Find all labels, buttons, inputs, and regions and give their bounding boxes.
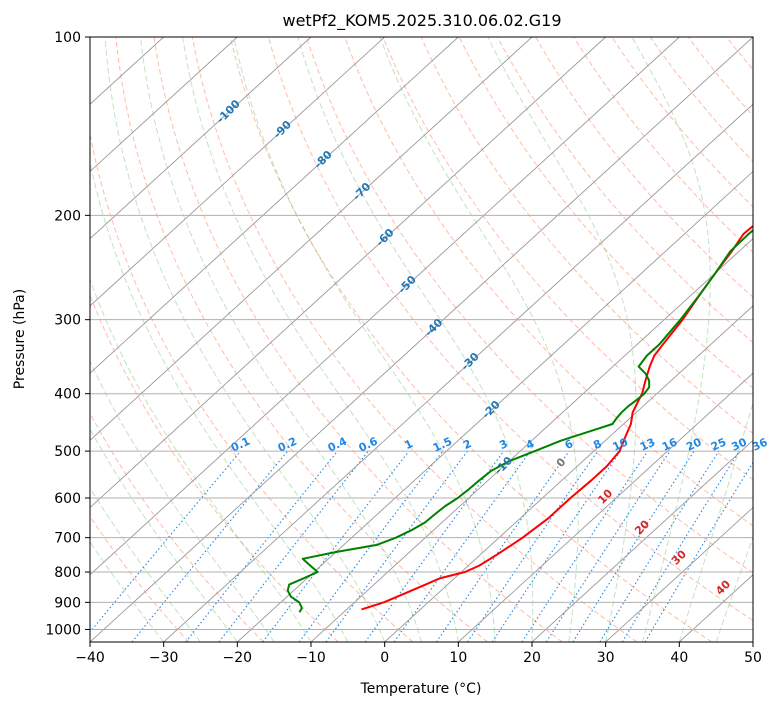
- mixing-ratio-line: [467, 450, 599, 642]
- isotherm-line: [90, 37, 312, 240]
- y-tick-label: 500: [54, 444, 81, 460]
- mixing-ratio-labels: 0.1 0.2 0.4 0.6 1 1.5 2 3 4 6 8 10 13 16 20 25 30 36: [229, 434, 770, 454]
- dry-adiabat-line: [115, 37, 488, 642]
- dewpoint-line: [286, 229, 753, 613]
- moist-adiabat-line: [233, 37, 496, 642]
- isotherm-line: [90, 37, 385, 307]
- x-tick-label: 0: [380, 650, 389, 666]
- mixing-ratio-line: [621, 450, 740, 642]
- moist-adiabat-line: [104, 37, 386, 642]
- isotherm-line: [237, 170, 753, 642]
- dry-adiabat-line: [535, 37, 753, 298]
- mixing-ratio-line: [131, 450, 289, 642]
- dry-adiabat-line: [420, 37, 753, 435]
- x-tick-label: 40: [670, 650, 688, 666]
- moist-adiabat-line: [140, 37, 422, 642]
- isotherm-line: [90, 37, 238, 173]
- y-tick-label: 400: [54, 387, 81, 403]
- mixing-ratio-line: [364, 450, 505, 642]
- isotherm-line: [310, 238, 753, 642]
- x-tick-label: 10: [449, 650, 467, 666]
- mixing-ratio-line: [572, 450, 695, 642]
- dry-adiabat-line: [496, 37, 753, 344]
- isotherm-line: [90, 37, 533, 441]
- mixing-ratio-line: [90, 450, 242, 633]
- isotherm-line: [163, 103, 753, 642]
- mixing-ratio-label: 30: [729, 435, 749, 453]
- mixing-ratio-line: [298, 450, 444, 642]
- y-tick-label: 200: [54, 208, 81, 224]
- moist-adiabat-line: [90, 160, 349, 642]
- dry-adiabat-line: [191, 37, 638, 642]
- mixing-ratio-label: 10: [611, 435, 631, 453]
- mixing-ratio-label: 16: [660, 435, 680, 453]
- moist-adiabat-line: [90, 360, 275, 642]
- y-tick-label: 900: [54, 595, 81, 611]
- isotherm-line: [90, 37, 606, 509]
- isotherm-line: [605, 506, 753, 642]
- moist-adiabat-line: [182, 37, 459, 642]
- y-tick-label: 600: [54, 491, 81, 507]
- y-tick-label: 100: [54, 30, 81, 46]
- y-tick-label: 800: [54, 565, 81, 581]
- mixing-ratio-line: [545, 450, 671, 642]
- axes: −40 −30 −20 −10 0 10 20 30 40 50 100 200 300 400 500 60…: [45, 30, 762, 666]
- temperature-line: [361, 224, 753, 611]
- x-tick-label: 20: [523, 650, 541, 666]
- x-tick-label: 30: [597, 650, 615, 666]
- mixing-ratio-label: 20: [684, 435, 704, 453]
- mixing-ratio-line: [262, 450, 410, 642]
- dry-adiabat-line: [268, 37, 753, 622]
- isotherm-line: [90, 37, 680, 576]
- x-tick-label: −40: [75, 650, 105, 666]
- dry-adiabat-line: [153, 37, 563, 642]
- y-tick-label: 1000: [45, 622, 81, 638]
- mixing-ratio-label: 25: [709, 436, 728, 454]
- isotherm-line: [90, 37, 459, 374]
- chart-title: wetPf2_KOM5.2025.310.06.02.G19: [282, 11, 561, 31]
- mixing-ratio-label: 36: [750, 435, 770, 453]
- mixing-ratio-line: [491, 450, 621, 642]
- isotherm-line: [458, 372, 753, 642]
- isotherm-line: [531, 439, 753, 642]
- x-tick-label: −10: [296, 650, 326, 666]
- isotherm-line: [384, 305, 753, 642]
- dry-adiabat-line: [306, 37, 753, 574]
- isotherm-line: [90, 37, 753, 642]
- mixing-ratio-line: [521, 450, 649, 642]
- mixing-ratio-label: 13: [638, 436, 657, 454]
- background-lines: [90, 37, 753, 642]
- moist-adiabat-line: [678, 401, 753, 642]
- profile-lines: [286, 224, 753, 613]
- moist-adiabat-line: [379, 37, 579, 642]
- mixing-ratio-line: [325, 450, 468, 642]
- moist-adiabat-line: [487, 37, 637, 642]
- x-tick-label: 50: [744, 650, 762, 666]
- y-axis-label: Pressure (hPa): [12, 289, 28, 389]
- y-tick-label: 700: [54, 531, 81, 547]
- mixing-ratio-line: [435, 450, 570, 642]
- y-tick-label: 300: [54, 313, 81, 329]
- plot-frame: [89, 36, 754, 643]
- moist-adiabat-line: [90, 427, 238, 642]
- x-axis-label: Temperature (°C): [360, 681, 482, 697]
- moist-adiabat-line: [297, 37, 534, 642]
- dry-adiabat-line: [382, 37, 753, 481]
- x-tick-label: −30: [149, 650, 179, 666]
- x-tick-label: −20: [223, 650, 253, 666]
- dry-adiabat-line: [90, 412, 264, 642]
- mixing-ratio-line: [185, 450, 339, 642]
